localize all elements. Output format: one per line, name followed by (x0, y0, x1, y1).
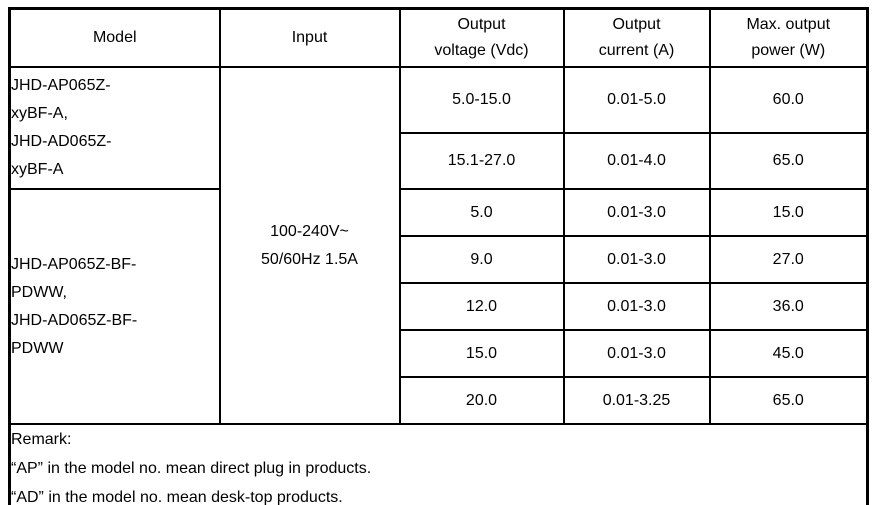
power-cell: 60.0 (708, 66, 869, 134)
voltage-cell: 20.0 (398, 376, 565, 425)
current-cell: 0.01-3.0 (562, 235, 711, 284)
table-row: 15.1-27.0 0.01-4.0 65.0 (10, 132, 869, 190)
voltage-cell: 15.1-27.0 (398, 132, 565, 190)
voltage-cell: 5.0-15.0 (398, 66, 565, 134)
remark-cell: Remark: “AP” in the model no. mean direc… (8, 423, 869, 505)
header-max-output-power: Max. output power (W) (708, 7, 869, 68)
table-row: 15.0 0.01-3.0 45.0 (10, 329, 869, 378)
voltage-cell: 9.0 (398, 235, 565, 284)
header-row: Model Input Output voltage (Vdc) Output … (8, 7, 869, 68)
current-cell: 0.01-5.0 (562, 66, 711, 134)
model-cell-group2: JHD-AP065Z-BF- PDWW, JHD-AD065Z-BF- PDWW (8, 188, 221, 425)
power-cell: 45.0 (708, 329, 869, 378)
current-cell: 0.01-3.0 (562, 188, 711, 237)
power-cell: 27.0 (708, 235, 869, 284)
power-cell: 65.0 (708, 376, 869, 425)
model-cell-group1: JHD-AP065Z- xyBF-A, JHD-AD065Z- xyBF-A (8, 66, 221, 190)
table-row: 20.0 0.01-3.25 65.0 (10, 376, 869, 425)
current-cell: 0.01-3.0 (562, 282, 711, 331)
power-cell: 36.0 (708, 282, 869, 331)
table-row: JHD-AP065Z- xyBF-A, JHD-AD065Z- xyBF-A 1… (8, 66, 869, 425)
header-input: Input (218, 7, 401, 68)
remark-row: Remark: “AP” in the model no. mean direc… (8, 423, 869, 505)
table-row: 9.0 0.01-3.0 27.0 (10, 235, 869, 284)
current-cell: 0.01-4.0 (562, 132, 711, 190)
remark-line-ad: “AD” in the model no. mean desk-top prod… (11, 489, 343, 505)
power-cell: 15.0 (708, 188, 869, 237)
voltage-cell: 15.0 (398, 329, 565, 378)
current-cell: 0.01-3.0 (562, 329, 711, 378)
table-row: JHD-AP065Z-BF- PDWW, JHD-AD065Z-BF- PDWW… (8, 188, 869, 425)
header-output-voltage: Output voltage (Vdc) (398, 7, 565, 68)
header-model: Model (8, 7, 221, 68)
header-output-current: Output current (A) (562, 7, 711, 68)
table-row: 12.0 0.01-3.0 36.0 (10, 282, 869, 331)
voltage-cell: 12.0 (398, 282, 565, 331)
current-cell: 0.01-3.25 (562, 376, 711, 425)
spec-table: Model Input Output voltage (Vdc) Output … (8, 7, 869, 505)
power-cell: 65.0 (708, 132, 869, 190)
input-cell: 100-240V~ 50/60Hz 1.5A (218, 66, 401, 425)
voltage-cell: 5.0 (398, 188, 565, 237)
remark-title: Remark: (11, 431, 72, 448)
remark-line-ap: “AP” in the model no. mean direct plug i… (11, 460, 372, 477)
